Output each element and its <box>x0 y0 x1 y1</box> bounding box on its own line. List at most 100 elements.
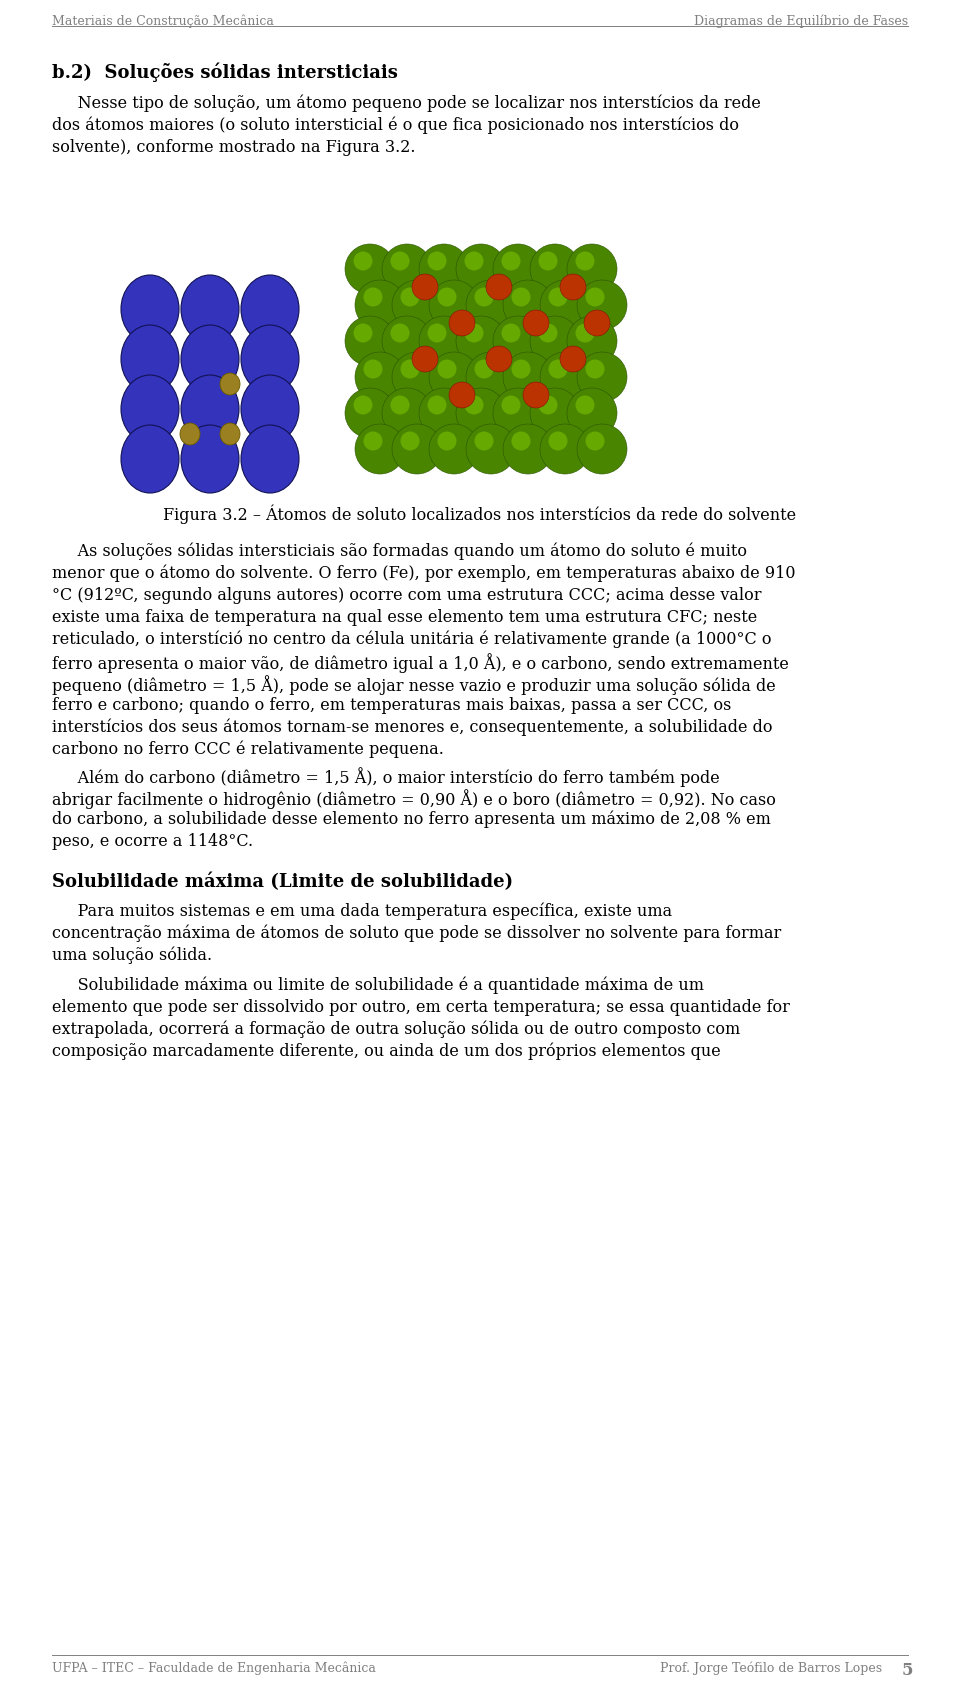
Text: 5: 5 <box>901 1660 913 1677</box>
Circle shape <box>364 360 382 380</box>
Circle shape <box>548 289 567 307</box>
Circle shape <box>391 397 410 415</box>
Circle shape <box>530 245 580 296</box>
Circle shape <box>523 311 549 336</box>
Circle shape <box>530 388 580 439</box>
Ellipse shape <box>241 326 299 394</box>
Text: reticulado, o interstíció no centro da célula unitária é relativamente grande (a: reticulado, o interstíció no centro da c… <box>52 630 772 649</box>
Circle shape <box>400 432 420 451</box>
Circle shape <box>438 289 457 307</box>
Circle shape <box>503 353 553 402</box>
Circle shape <box>548 360 567 380</box>
Ellipse shape <box>121 426 179 493</box>
Ellipse shape <box>121 326 179 394</box>
Circle shape <box>584 311 610 336</box>
Circle shape <box>392 280 442 331</box>
Circle shape <box>345 318 395 367</box>
Text: °C (912ºC, segundo alguns autores) ocorre com uma estrutura CCC; acima desse val: °C (912ºC, segundo alguns autores) ocorr… <box>52 586 761 603</box>
Circle shape <box>466 424 516 475</box>
Circle shape <box>577 424 627 475</box>
Text: menor que o átomo do solvente. O ferro (Fe), por exemplo, em temperaturas abaixo: menor que o átomo do solvente. O ferro (… <box>52 564 796 583</box>
Circle shape <box>419 318 469 367</box>
Text: elemento que pode ser dissolvido por outro, em certa temperatura; se essa quanti: elemento que pode ser dissolvido por out… <box>52 998 790 1015</box>
Ellipse shape <box>181 375 239 444</box>
Circle shape <box>364 289 382 307</box>
Text: b.2)  Soluções sólidas intersticiais: b.2) Soluções sólidas intersticiais <box>52 62 397 81</box>
Circle shape <box>345 388 395 439</box>
Text: extrapolada, ocorrerá a formação de outra solução sólida ou de outro composto co: extrapolada, ocorrerá a formação de outr… <box>52 1020 740 1037</box>
Circle shape <box>501 324 520 343</box>
Ellipse shape <box>181 426 239 493</box>
Text: peso, e ocorre a 1148°C.: peso, e ocorre a 1148°C. <box>52 833 253 850</box>
Circle shape <box>353 252 372 272</box>
Circle shape <box>364 432 382 451</box>
Text: dos átomos maiores (o soluto intersticial é o que fica posicionado nos interstíc: dos átomos maiores (o soluto intersticia… <box>52 117 739 135</box>
Circle shape <box>382 388 432 439</box>
Text: uma solução sólida.: uma solução sólida. <box>52 946 212 964</box>
Text: existe uma faixa de temperatura na qual esse elemento tem uma estrutura CFC; nes: existe uma faixa de temperatura na qual … <box>52 608 757 625</box>
Circle shape <box>540 280 590 331</box>
Circle shape <box>449 311 475 336</box>
Circle shape <box>493 318 543 367</box>
Text: Diagramas de Equilíbrio de Fases: Diagramas de Equilíbrio de Fases <box>694 14 908 27</box>
Circle shape <box>512 289 531 307</box>
Circle shape <box>567 245 617 296</box>
Circle shape <box>586 432 605 451</box>
Circle shape <box>512 360 531 380</box>
Ellipse shape <box>220 424 240 446</box>
Circle shape <box>512 432 531 451</box>
Text: pequeno (diâmetro = 1,5 Å), pode se alojar nesse vazio e produzir uma solução só: pequeno (diâmetro = 1,5 Å), pode se aloj… <box>52 674 776 694</box>
Circle shape <box>501 252 520 272</box>
Text: composição marcadamente diferente, ou ainda de um dos próprios elementos que: composição marcadamente diferente, ou ai… <box>52 1042 721 1061</box>
Ellipse shape <box>241 275 299 345</box>
Circle shape <box>449 383 475 409</box>
Circle shape <box>382 245 432 296</box>
Circle shape <box>575 397 594 415</box>
Circle shape <box>539 252 558 272</box>
Circle shape <box>540 353 590 402</box>
Circle shape <box>438 432 457 451</box>
Circle shape <box>465 324 484 343</box>
Circle shape <box>382 318 432 367</box>
Text: ferro e carbono; quando o ferro, em temperaturas mais baixas, passa a ser CCC, o: ferro e carbono; quando o ferro, em temp… <box>52 696 732 713</box>
Text: do carbono, a solubilidade desse elemento no ferro apresenta um máximo de 2,08 %: do carbono, a solubilidade desse element… <box>52 811 771 828</box>
Circle shape <box>400 289 420 307</box>
Circle shape <box>392 353 442 402</box>
Circle shape <box>501 397 520 415</box>
Circle shape <box>577 353 627 402</box>
Circle shape <box>427 324 446 343</box>
Circle shape <box>474 432 493 451</box>
Circle shape <box>355 353 405 402</box>
Text: UFPA – ITEC – Faculdade de Engenharia Mecânica: UFPA – ITEC – Faculdade de Engenharia Me… <box>52 1660 376 1674</box>
Circle shape <box>586 289 605 307</box>
Ellipse shape <box>181 326 239 394</box>
Circle shape <box>465 397 484 415</box>
Ellipse shape <box>241 426 299 493</box>
Text: interstícios dos seus átomos tornam-se menores e, consequentemente, a solubilida: interstícios dos seus átomos tornam-se m… <box>52 718 773 736</box>
Text: abrigar facilmente o hidrogênio (diâmetro = 0,90 Å) e o boro (diâmetro = 0,92). : abrigar facilmente o hidrogênio (diâmetr… <box>52 789 776 809</box>
Ellipse shape <box>181 275 239 345</box>
Circle shape <box>429 353 479 402</box>
Text: Solubilidade máxima (Limite de solubilidade): Solubilidade máxima (Limite de solubilid… <box>52 873 514 890</box>
Circle shape <box>560 275 586 301</box>
Circle shape <box>575 252 594 272</box>
Circle shape <box>586 360 605 380</box>
Text: Figura 3.2 – Átomos de soluto localizados nos interstícios da rede do solvente: Figura 3.2 – Átomos de soluto localizado… <box>163 505 797 524</box>
Circle shape <box>429 280 479 331</box>
Circle shape <box>493 245 543 296</box>
Circle shape <box>391 252 410 272</box>
Circle shape <box>392 424 442 475</box>
Circle shape <box>474 360 493 380</box>
Text: Nesse tipo de solução, um átomo pequeno pode se localizar nos interstícios da re: Nesse tipo de solução, um átomo pequeno … <box>52 95 761 113</box>
Circle shape <box>567 388 617 439</box>
Circle shape <box>429 424 479 475</box>
Circle shape <box>355 280 405 331</box>
Circle shape <box>419 245 469 296</box>
Circle shape <box>503 424 553 475</box>
Circle shape <box>539 397 558 415</box>
Circle shape <box>419 388 469 439</box>
Text: Além do carbono (diâmetro = 1,5 Å), o maior interstício do ferro também pode: Além do carbono (diâmetro = 1,5 Å), o ma… <box>52 767 720 787</box>
Text: solvente), conforme mostrado na Figura 3.2.: solvente), conforme mostrado na Figura 3… <box>52 138 416 155</box>
Circle shape <box>503 280 553 331</box>
Circle shape <box>474 289 493 307</box>
